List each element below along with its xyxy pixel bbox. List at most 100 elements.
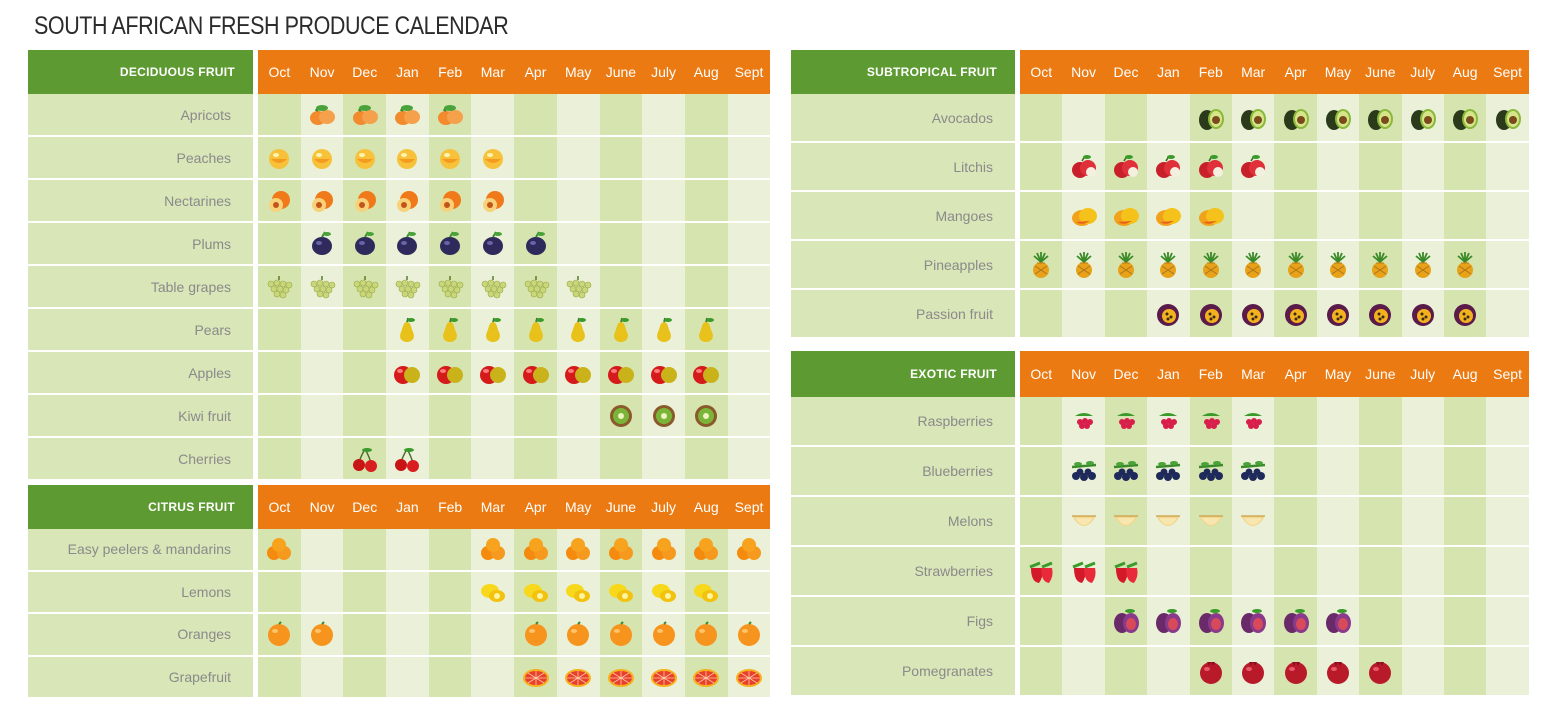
month-cell-mar	[471, 266, 515, 309]
month-header-oct: Oct	[1020, 50, 1063, 94]
month-header-oct: Oct	[1020, 351, 1063, 397]
month-header-july: July	[642, 485, 685, 529]
fruit-label: Plums	[28, 223, 259, 266]
header-row: EXOTIC FRUIT Oct Nov Dec Jan Feb Mar Apr May June…	[791, 351, 1529, 397]
pineapple-icon	[1409, 251, 1437, 278]
month-cell-jan	[1147, 647, 1190, 697]
grape-icon	[265, 274, 293, 300]
month-cell-apr	[1274, 241, 1317, 290]
avocado-icon	[1282, 105, 1310, 131]
month-cell-july	[642, 614, 685, 657]
month-cell-jan	[1147, 241, 1190, 290]
month-cell-june	[1359, 290, 1402, 339]
month-cell-may	[556, 529, 600, 572]
raspberry-icon	[1197, 408, 1225, 434]
month-cell-dec	[1104, 241, 1148, 290]
month-header-apr: Apr	[514, 50, 557, 94]
month-cell-nov	[1062, 597, 1105, 647]
month-cell-sept	[1486, 397, 1529, 447]
month-header-jan: Jan	[1147, 351, 1190, 397]
month-cell-july	[1401, 497, 1444, 547]
fig-icon	[1282, 608, 1310, 634]
month-cell-july	[1401, 143, 1444, 192]
month-cell-nov	[1062, 241, 1105, 290]
month-header-jan: Jan	[386, 50, 429, 94]
month-cell-june	[1359, 647, 1402, 697]
month-cell-sept	[727, 352, 771, 395]
peach-icon	[436, 145, 464, 171]
grapefruit-icon	[735, 664, 763, 690]
blueberry-icon	[1239, 458, 1267, 484]
pomegranate-icon	[1239, 658, 1267, 684]
month-cell-sept	[727, 438, 771, 481]
month-cell-nov	[300, 94, 344, 137]
fruit-row-melons: Melons	[791, 497, 1529, 547]
lemon-icon	[607, 579, 635, 605]
month-cell-dec	[343, 223, 387, 266]
month-cell-oct	[1020, 447, 1063, 497]
fruit-row-grapefruit: Grapefruit	[28, 656, 771, 699]
litchi-icon	[1154, 154, 1182, 180]
nectarine-icon	[351, 188, 379, 214]
month-cell-july	[642, 137, 685, 180]
peach-icon	[479, 145, 507, 171]
mandarin-icon	[650, 536, 678, 562]
month-cell-may	[556, 395, 600, 438]
category-header: CITRUS FRUIT	[28, 485, 259, 529]
month-header-july: July	[1401, 50, 1444, 94]
month-cell-apr	[514, 352, 557, 395]
month-cell-nov	[1062, 143, 1105, 192]
mandarin-icon	[735, 536, 763, 562]
melon-icon	[1239, 508, 1267, 534]
month-cell-sept	[727, 266, 771, 309]
month-cell-sept	[1486, 597, 1529, 647]
pear-icon	[522, 317, 550, 343]
month-cell-dec	[343, 309, 387, 352]
month-cell-mar	[1231, 447, 1275, 497]
plum-icon	[308, 230, 336, 257]
avocado-icon	[1494, 105, 1522, 131]
orange-icon	[308, 621, 336, 647]
apricot-icon	[393, 102, 421, 128]
pineapple-icon	[1451, 251, 1479, 278]
month-cell-jan	[386, 438, 429, 481]
month-header-july: July	[1401, 351, 1444, 397]
month-cell-apr	[514, 395, 557, 438]
month-cell-oct	[258, 352, 301, 395]
month-header-feb: Feb	[428, 50, 472, 94]
pineapple-icon	[1112, 251, 1140, 278]
fruit-label: Oranges	[28, 614, 259, 657]
month-cell-june	[599, 309, 643, 352]
month-header-jan: Jan	[386, 485, 429, 529]
month-header-may: May	[556, 50, 600, 94]
fruit-row-mangoes: Mangoes	[791, 192, 1529, 241]
month-cell-aug	[1443, 143, 1487, 192]
month-cell-aug	[1443, 597, 1487, 647]
month-cell-july	[642, 571, 685, 614]
month-cell-may	[1316, 94, 1360, 143]
month-cell-apr	[514, 180, 557, 223]
deciduous-fruit-calendar: DECIDUOUS FRUIT Oct Nov Dec Jan Feb Mar Apr May J…	[28, 50, 771, 481]
month-cell-dec	[1104, 447, 1148, 497]
month-cell-apr	[1274, 547, 1317, 597]
month-cell-july	[1401, 397, 1444, 447]
avocado-icon	[1197, 105, 1225, 131]
fruit-row-blueberries: Blueberries	[791, 447, 1529, 497]
cherry-icon	[393, 446, 421, 472]
month-cell-may	[1316, 547, 1360, 597]
month-cell-feb	[1189, 547, 1232, 597]
month-cell-aug	[1443, 290, 1487, 339]
month-cell-apr	[1274, 647, 1317, 697]
month-cell-nov	[300, 438, 344, 481]
orange-icon	[650, 621, 678, 647]
month-cell-jan	[1147, 547, 1190, 597]
month-cell-nov	[1062, 497, 1105, 547]
month-cell-may	[556, 266, 600, 309]
month-cell-july	[642, 94, 685, 137]
month-header-mar: Mar	[1231, 351, 1275, 397]
grape-icon	[522, 274, 550, 300]
month-header-sept: Sept	[727, 485, 771, 529]
pear-icon	[564, 317, 592, 343]
month-cell-aug	[684, 571, 728, 614]
orange-icon	[564, 621, 592, 647]
